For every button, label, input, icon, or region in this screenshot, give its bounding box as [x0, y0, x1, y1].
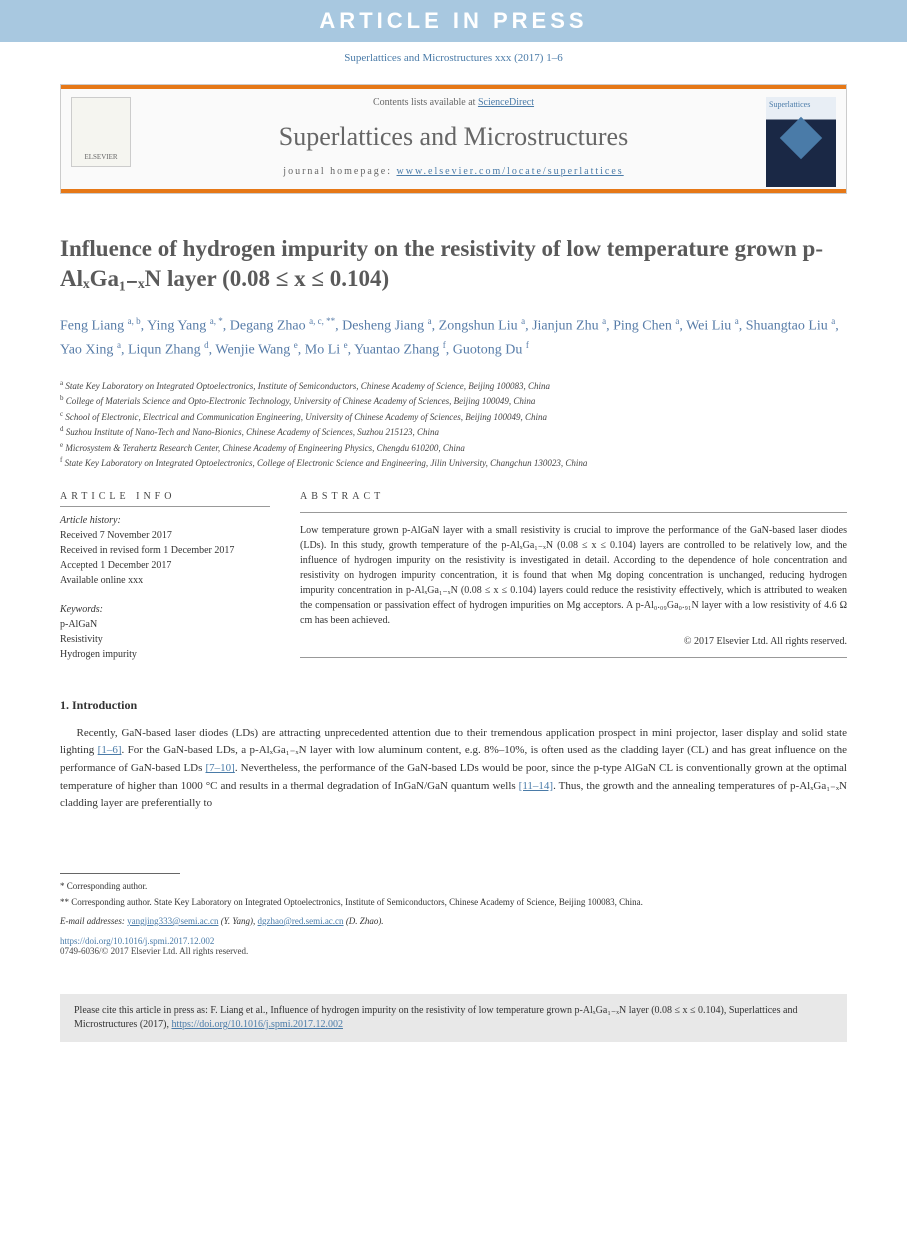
intro-paragraph: Recently, GaN-based laser diodes (LDs) a… [60, 725, 847, 813]
history-item: Received 7 November 2017 [60, 528, 270, 543]
in-press-banner: ARTICLE IN PRESS [0, 0, 907, 42]
history-item: Received in revised form 1 December 2017 [60, 543, 270, 558]
email-link-1[interactable]: yangjing333@semi.ac.cn [127, 916, 218, 926]
article-history-label: Article history: [60, 515, 270, 526]
contents-available-line: Contents lists available at ScienceDirec… [141, 97, 766, 108]
abstract-column: ABSTRACT Low temperature grown p-AlGaN l… [300, 491, 847, 668]
affiliation-item: a State Key Laboratory on Integrated Opt… [60, 378, 847, 394]
article-info-header: ARTICLE INFO [60, 491, 270, 502]
affiliation-item: e Microsystem & Terahertz Research Cente… [60, 440, 847, 456]
keyword-item: Resistivity [60, 632, 270, 647]
keywords-label: Keywords: [60, 604, 270, 615]
corresponding-author-note-2: ** Corresponding author. State Key Labor… [60, 896, 847, 910]
history-item: Accepted 1 December 2017 [60, 558, 270, 573]
journal-header-box: ELSEVIER Contents lists available at Sci… [60, 84, 847, 194]
citation-box: Please cite this article in press as: F.… [60, 994, 847, 1042]
citation-header: Superlattices and Microstructures xxx (2… [0, 42, 907, 84]
doi-link[interactable]: https://doi.org/10.1016/j.spmi.2017.12.0… [60, 936, 847, 946]
corresponding-author-note-1: * Corresponding author. [60, 880, 847, 894]
history-item: Available online xxx [60, 573, 270, 588]
article-info-column: ARTICLE INFO Article history: Received 7… [60, 491, 270, 668]
article-title: Influence of hydrogen impurity on the re… [60, 234, 847, 294]
affiliation-item: c School of Electronic, Electrical and C… [60, 409, 847, 425]
issn-copyright-line: 0749-6036/© 2017 Elsevier Ltd. All right… [60, 946, 847, 956]
section-1-heading: 1. Introduction [60, 698, 847, 713]
affiliation-item: b College of Materials Science and Opto-… [60, 393, 847, 409]
keyword-item: Hydrogen impurity [60, 647, 270, 662]
affiliation-item: d Suzhou Institute of Nano-Tech and Nano… [60, 424, 847, 440]
abstract-copyright: © 2017 Elsevier Ltd. All rights reserved… [300, 636, 847, 647]
email-link-2[interactable]: dgzhao@red.semi.ac.cn [258, 916, 344, 926]
abstract-text: Low temperature grown p-AlGaN layer with… [300, 523, 847, 628]
abstract-header: ABSTRACT [300, 491, 847, 502]
email-addresses-line: E-mail addresses: yangjing333@semi.ac.cn… [60, 916, 847, 926]
affiliations-list: a State Key Laboratory on Integrated Opt… [60, 378, 847, 471]
citation-link[interactable]: [1–6] [98, 744, 122, 756]
journal-homepage-link[interactable]: www.elsevier.com/locate/superlattices [397, 166, 624, 177]
citation-link[interactable]: [11–14] [519, 780, 553, 792]
sciencedirect-link[interactable]: ScienceDirect [478, 97, 534, 108]
elsevier-logo: ELSEVIER [61, 97, 141, 189]
citation-link[interactable]: [7–10] [206, 762, 235, 774]
journal-cover-thumbnail: Superlattices [766, 97, 836, 187]
affiliation-item: f State Key Laboratory on Integrated Opt… [60, 455, 847, 471]
journal-name: Superlattices and Microstructures [141, 122, 766, 152]
cite-box-doi-link[interactable]: https://doi.org/10.1016/j.spmi.2017.12.0… [171, 1019, 343, 1030]
journal-homepage-line: journal homepage: www.elsevier.com/locat… [141, 166, 766, 189]
author-list: Feng Liang a, b, Ying Yang a, *, Degang … [60, 314, 847, 362]
keyword-item: p-AlGaN [60, 617, 270, 632]
